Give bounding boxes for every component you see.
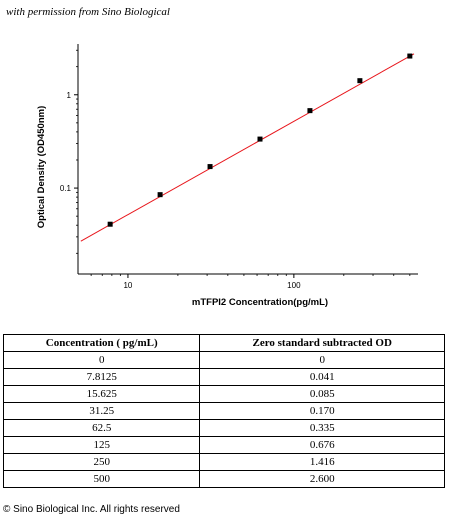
cell-od: 0.170 (199, 402, 445, 420)
y-tick-label: 0.1 (60, 184, 72, 193)
cell-concentration: 500 (2, 470, 201, 488)
y-tick-label: 1 (67, 91, 72, 100)
chart-ticks: 10 100 0.1 1 (60, 49, 411, 290)
cell-od: 0.676 (199, 436, 445, 454)
table-row: 125 0.676 (2, 436, 445, 454)
data-point (407, 53, 413, 59)
cell-concentration: 7.8125 (2, 368, 201, 386)
header-concentration: Concentration ( pg/mL) (2, 334, 201, 352)
chart-axes (77, 44, 418, 275)
header-od: Zero standard subtracted OD (199, 334, 445, 352)
fit-line (80, 53, 415, 242)
y-axis-title: Optical Density (OD450nm) (36, 106, 47, 228)
x-tick-label: 10 (123, 281, 132, 290)
standard-curve-chart: 10 100 0.1 1 mTFPI2 Concentration(pg/mL) Op… (36, 44, 418, 308)
copyright-notice: © Sino Biological Inc. All rights reserv… (3, 504, 180, 515)
data-point (107, 221, 113, 227)
data-point (257, 136, 263, 142)
cell-od: 0.085 (199, 385, 445, 403)
cell-concentration: 62.5 (2, 419, 201, 437)
cell-od: 1.416 (199, 453, 445, 471)
table-row: 250 1.416 (2, 453, 445, 471)
data-point (307, 108, 313, 114)
data-point (207, 164, 213, 170)
cell-concentration: 125 (2, 436, 201, 454)
table-row: 31.25 0.170 (2, 402, 445, 420)
x-axis-title: mTFPI2 Concentration(pg/mL) (192, 297, 328, 308)
data-point (357, 78, 363, 84)
cell-od: 0 (199, 351, 445, 369)
data-point (157, 192, 163, 198)
table-row: 15.625 0.085 (2, 385, 445, 403)
cell-od: 0.335 (199, 419, 445, 437)
x-tick-label: 100 (287, 281, 301, 290)
cell-concentration: 31.25 (2, 402, 201, 420)
table-row: 7.8125 0.041 (2, 368, 445, 386)
table-row: 500 2.600 (2, 470, 445, 488)
permission-caption: with permission from Sino Biological (6, 6, 170, 18)
table-row: 62.5 0.335 (2, 419, 445, 437)
table-header-row: Concentration ( pg/mL) Zero standard sub… (2, 334, 445, 352)
cell-concentration: 15.625 (2, 385, 201, 403)
standard-data-table: Concentration ( pg/mL) Zero standard sub… (2, 334, 445, 488)
cell-od: 2.600 (199, 470, 445, 488)
cell-concentration: 250 (2, 453, 201, 471)
cell-od: 0.041 (199, 368, 445, 386)
data-points (107, 53, 413, 227)
cell-concentration: 0 (2, 351, 201, 369)
fit-line-group (80, 53, 415, 242)
